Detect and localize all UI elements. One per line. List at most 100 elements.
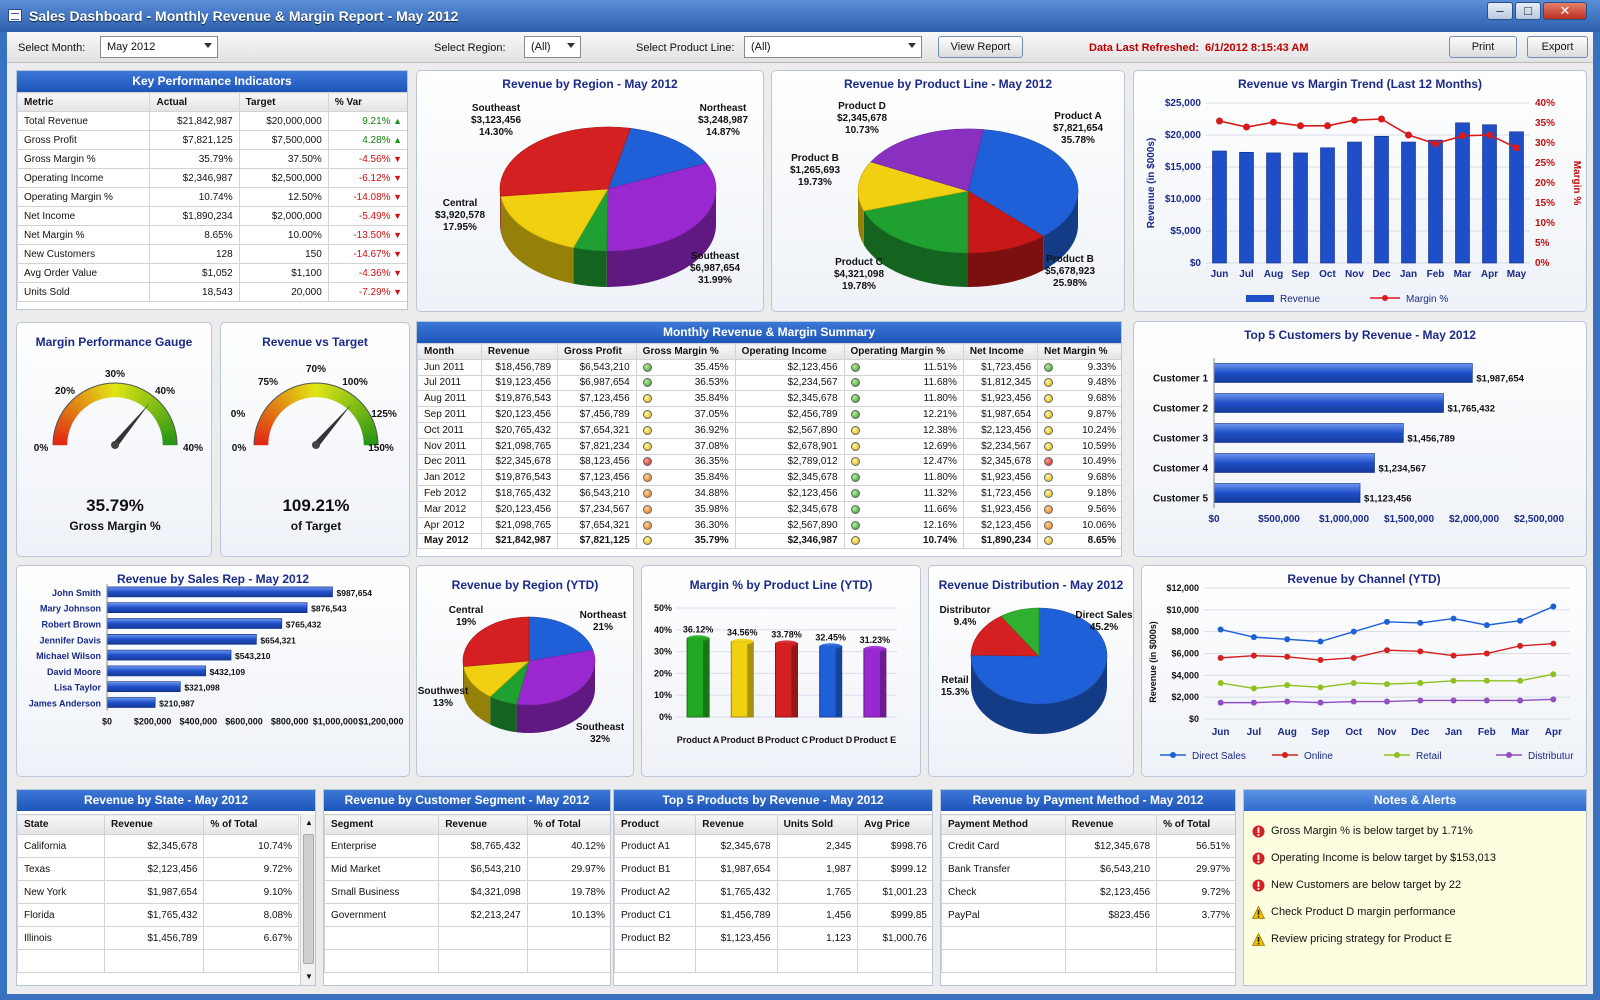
minimize-button[interactable]: – [1487, 2, 1513, 20]
region-pie-chart: Northeast$3,248,98714.87%Southeast$6,987… [435, 103, 748, 287]
products-cell: $999.85 [857, 903, 932, 927]
payment-cell: $823,456 [1064, 903, 1158, 927]
channel-point [1417, 679, 1424, 686]
status-dot-icon [642, 473, 652, 483]
scroll-thumb[interactable] [303, 834, 314, 964]
region-pie-label-name: Southeast [472, 103, 521, 114]
region-pie-label-pct: 17.95% [443, 222, 477, 233]
products-cell: Product A2 [614, 880, 697, 904]
margin-bar-side [879, 648, 886, 717]
summary-column-header: Operating Income [734, 343, 845, 360]
bar-value-label: $1,456,789 [1407, 434, 1455, 445]
kpi-metric: Operating Margin % [17, 187, 151, 207]
region-pie-slice [499, 126, 631, 197]
region-select[interactable]: (All) [524, 36, 581, 58]
legend-revenue-swatch [1246, 295, 1274, 302]
state-cell: Illinois [17, 926, 106, 950]
scroll-up-icon[interactable]: ▲ [305, 818, 313, 827]
bar [106, 602, 308, 614]
region-pie-slice [606, 162, 717, 252]
kpi-variance-value: -14.67% [353, 248, 391, 260]
channel-point [1450, 652, 1457, 659]
state-header-row: State Revenue% of Total [17, 814, 299, 835]
x-tick-label: Jun [1211, 269, 1229, 280]
status-dot-icon [850, 473, 860, 483]
status-dot-icon [1044, 473, 1054, 483]
summary-net-income: $1,723,456 [962, 358, 1039, 376]
summary-column-header: Operating Margin % [843, 343, 964, 360]
state-table: State Revenue% of Total California $2,345,6… [17, 814, 299, 973]
state-row: California $2,345,678 10.74% [17, 834, 299, 858]
export-button[interactable]: Export [1527, 36, 1588, 58]
y2-tick-label: 40% [1535, 98, 1555, 109]
summary-month: Jul 2011 [417, 374, 482, 392]
view-report-button[interactable]: View Report [938, 36, 1023, 58]
x-tick-label: $200,000 [134, 716, 172, 726]
summary-row: Jul 2011 $19,123,456 $6,987,654 36.53% $2,23… [417, 374, 1121, 392]
segment-empty-row [324, 949, 610, 973]
payment-panel: Revenue by Payment Method - May 2012 Pay… [940, 789, 1236, 986]
category-label: Jennifer Davis [39, 635, 101, 645]
category-label: Michael Wilson [36, 651, 101, 661]
products-cell: $998.76 [857, 834, 932, 858]
bar-value-label: $432,109 [210, 667, 246, 677]
status-dot-icon [1044, 520, 1054, 530]
revenue-bar [1293, 152, 1308, 264]
product-line-select[interactable]: (All) [744, 36, 922, 58]
x-tick-label: Product D [809, 735, 853, 745]
region-pie-title: Revenue by Region - May 2012 [502, 77, 678, 91]
kpi-row: Total Revenue $21,842,987 $20,000,000 9.21%… [17, 111, 407, 131]
x-tick-label: Apr [1481, 269, 1498, 280]
products-row: Product B1 $1,987,654 1,987 $999.12 [614, 857, 932, 881]
kpi-variance-value: -14.08% [353, 191, 391, 203]
state-scrollbar[interactable]: ▲ ▼ [300, 814, 315, 985]
maximize-button[interactable]: □ [1515, 2, 1541, 20]
products-title: Top 5 Products by Revenue - May 2012 [614, 790, 932, 811]
kpi-title: Key Performance Indicators [17, 71, 407, 92]
x-tick-label: Oct [1345, 727, 1362, 738]
category-label: David Moore [47, 667, 101, 677]
legend-marker [1282, 752, 1288, 758]
channel-point [1450, 615, 1457, 622]
region-pie-label-amount: $6,987,654 [690, 263, 740, 274]
month-select[interactable]: May 2012 [100, 36, 218, 58]
channel-point [1317, 699, 1324, 706]
summary-row: Oct 2011 $20,765,432 $7,654,321 36.92% $2,56… [417, 421, 1121, 439]
channel-point [1250, 634, 1257, 641]
status-dot-icon [1044, 441, 1054, 451]
y-tick-label: $8,000 [1171, 627, 1199, 637]
summary-gross-margin-value: 36.53% [694, 377, 729, 389]
x-tick-label: Jul [1247, 727, 1262, 738]
status-dot-icon [1044, 394, 1054, 404]
gauge-tick-label: 150% [368, 443, 394, 454]
region-pie-label-name: Southeast [691, 251, 740, 262]
summary-gross-profit: $7,123,456 [557, 469, 637, 487]
region-pie-label-name: Central [443, 198, 478, 209]
summary-net-margin: 10.59% [1037, 437, 1121, 455]
summary-row: Apr 2012 $21,098,765 $7,654,321 36.30% $2,56… [417, 516, 1121, 534]
state-empty-row [17, 949, 299, 973]
window-title: Sales Dashboard - Monthly Revenue & Marg… [29, 8, 459, 24]
channel-point [1284, 698, 1291, 705]
margin-bar-top [775, 640, 798, 647]
summary-row: May 2012 $21,842,987 $7,821,125 35.79% $2,34… [417, 532, 1121, 550]
product-pie-label-pct: 10.73% [845, 125, 879, 136]
channel-point [1417, 697, 1424, 704]
summary-operating-margin: 11.80% [843, 390, 964, 408]
status-dot-icon [850, 504, 860, 514]
scroll-down-icon[interactable]: ▼ [305, 972, 313, 981]
channel-point [1483, 697, 1490, 704]
close-button[interactable]: ✕ [1543, 2, 1587, 20]
status-dot-icon [1044, 425, 1054, 435]
product-pie-label-amount: $7,821,654 [1053, 123, 1103, 134]
trend-title: Revenue vs Margin Trend (Last 12 Months) [1237, 77, 1483, 91]
warning-icon [1251, 932, 1266, 946]
summary-net-margin-value: 9.87% [1087, 409, 1116, 421]
product-pie-label-name: Product B [791, 153, 839, 164]
product-pie-label-amount: $1,265,693 [790, 165, 840, 176]
print-button[interactable]: Print [1449, 36, 1517, 58]
region-ytd-pie-slice-side [463, 661, 464, 695]
monthly-summary-panel: Monthly Revenue & Margin Summary Month Re… [416, 321, 1122, 557]
x-tick-label: Oct [1319, 269, 1336, 280]
